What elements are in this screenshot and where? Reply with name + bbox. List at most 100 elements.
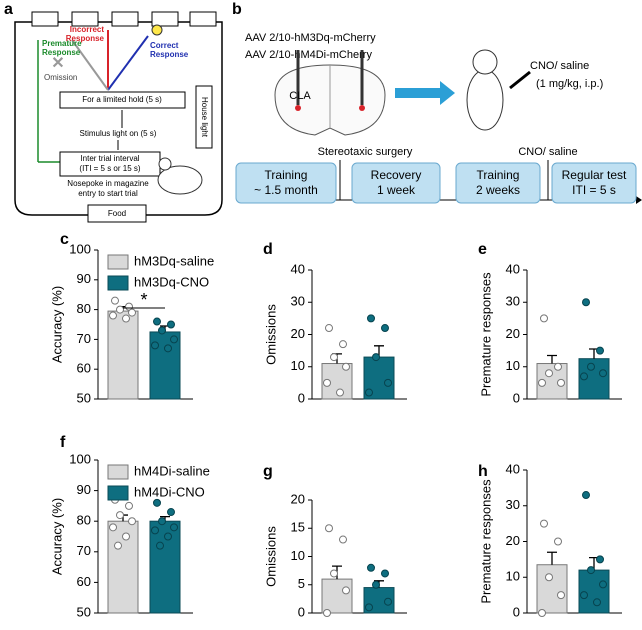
label: Stimulus light on (5 s) <box>80 129 157 138</box>
y-tick-label: 0 <box>513 604 520 619</box>
data-point <box>545 573 553 582</box>
stage-label: 2 weeks <box>476 183 520 197</box>
data-point <box>323 378 331 387</box>
y-axis-label: Omissions <box>263 526 278 587</box>
data-point <box>554 537 562 546</box>
stage-label: Training <box>265 168 308 182</box>
data-point <box>153 498 161 507</box>
legend-swatch <box>107 485 129 501</box>
y-axis-label: Premature responses <box>478 479 493 604</box>
data-point <box>325 524 333 533</box>
panel-a: a Premature Response Incorrect Response … <box>4 1 223 223</box>
legend-swatch <box>107 464 129 480</box>
y-tick-label: 30 <box>506 497 520 512</box>
data-point <box>164 344 172 353</box>
data-point <box>580 591 588 600</box>
legend-label: hM4Di-CNO <box>134 484 205 499</box>
panel-label: h <box>478 463 488 480</box>
label: entry to start trial <box>78 189 138 198</box>
panel-label: d <box>263 241 273 258</box>
stage-box <box>455 162 541 204</box>
data-point <box>111 296 119 305</box>
holes <box>31 11 217 27</box>
label: Food <box>108 209 126 218</box>
box <box>59 151 161 177</box>
data-point <box>125 501 133 510</box>
stage-label: Regular test <box>562 168 627 182</box>
data-point <box>128 308 136 317</box>
significance: * <box>140 290 147 310</box>
y-axis-label: Premature responses <box>478 272 493 397</box>
data-point <box>367 563 375 572</box>
y-axis-label: Accuracy (%) <box>49 498 64 575</box>
y-tick-label: 70 <box>77 543 91 558</box>
error-bar <box>547 551 557 565</box>
data-point <box>599 369 607 378</box>
data-point <box>114 541 122 550</box>
y-tick-label: 10 <box>291 548 305 563</box>
data-point <box>128 517 136 526</box>
label: AAV 2/10-hM3Dq-mCherry <box>245 32 376 44</box>
data-point <box>109 311 117 320</box>
stage-label: 1 week <box>377 183 416 197</box>
y-tick-label: 70 <box>77 331 91 346</box>
data-point <box>384 597 392 606</box>
mouse <box>466 69 504 131</box>
y-tick-label: 20 <box>506 326 520 341</box>
data-point <box>580 372 588 381</box>
data-point <box>596 555 604 564</box>
label: Omission <box>44 73 77 82</box>
label: CNO/ saline <box>518 146 577 158</box>
legend-label: hM4Di-saline <box>134 463 210 478</box>
y-tick-label: 90 <box>77 482 91 497</box>
data-point <box>330 353 338 362</box>
label: Response <box>42 48 81 57</box>
stage-label: Training <box>477 168 520 182</box>
label: AAV 2/10-hM4Di-mCherry <box>245 49 372 61</box>
data-point <box>164 532 172 541</box>
y-tick-label: 30 <box>506 294 520 309</box>
panel-label: a <box>4 1 13 18</box>
data-point <box>116 511 124 520</box>
panel-label: g <box>263 463 273 480</box>
data-point <box>170 523 178 532</box>
data-point <box>557 378 565 387</box>
site <box>295 105 301 111</box>
cross: ✕ <box>51 55 64 72</box>
data-point <box>599 580 607 589</box>
y-tick-label: 20 <box>291 326 305 341</box>
data-point <box>116 305 124 314</box>
arrowhead <box>636 196 642 204</box>
data-point <box>342 586 350 595</box>
label: Premature <box>42 39 82 48</box>
data-point <box>372 353 380 362</box>
data-point <box>372 580 380 589</box>
data-point <box>587 566 595 575</box>
y-tick-label: 40 <box>291 261 305 276</box>
y-tick-label: 30 <box>291 294 305 309</box>
label: Correct <box>150 41 179 50</box>
y-tick-label: 60 <box>77 361 91 376</box>
y-tick-label: 10 <box>506 358 520 373</box>
bar <box>536 564 568 614</box>
y-tick-label: 100 <box>69 451 91 466</box>
mouse <box>472 49 498 75</box>
data-point <box>557 591 565 600</box>
data-point <box>158 517 166 526</box>
y-tick-label: 50 <box>77 390 91 405</box>
data-point <box>365 388 373 397</box>
label: House light <box>200 97 209 138</box>
data-point <box>109 523 117 532</box>
data-point <box>367 314 375 323</box>
y-tick-label: 20 <box>506 533 520 548</box>
data-point <box>151 526 159 535</box>
legend-label: hM3Dq-CNO <box>134 274 209 289</box>
data-point <box>330 569 338 578</box>
data-point <box>545 369 553 378</box>
mouse <box>157 165 203 195</box>
data-point <box>336 388 344 397</box>
data-point <box>325 324 333 333</box>
data-point <box>158 326 166 335</box>
label: Stereotaxic surgery <box>318 146 413 158</box>
y-tick-label: 90 <box>77 271 91 286</box>
